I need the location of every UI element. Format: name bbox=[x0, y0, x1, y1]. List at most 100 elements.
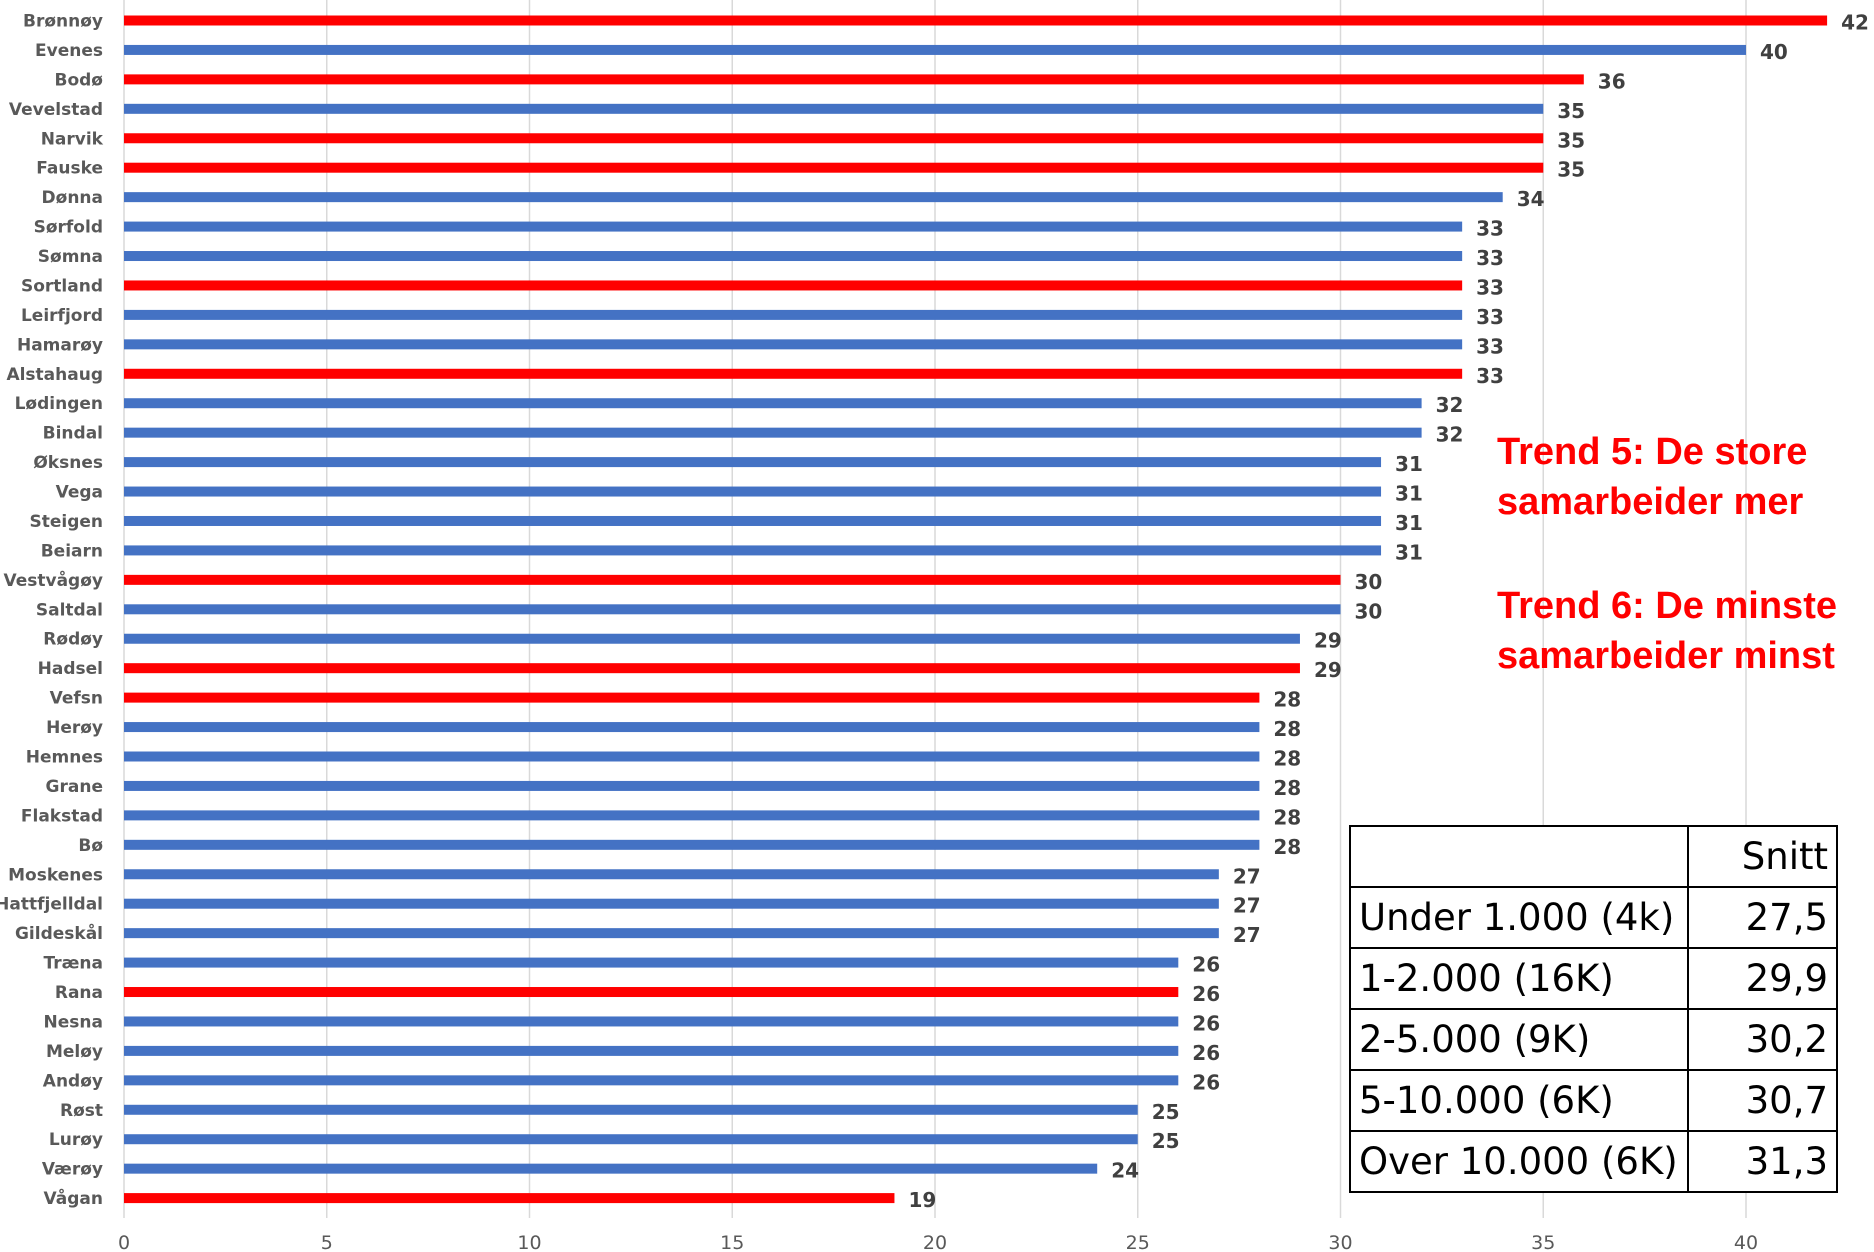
data-label: 32 bbox=[1436, 423, 1464, 447]
data-label: 31 bbox=[1395, 540, 1423, 564]
category-label: Vefsn bbox=[50, 689, 103, 709]
category-label: Moskenes bbox=[8, 865, 103, 885]
bar bbox=[124, 221, 1463, 232]
bar bbox=[124, 839, 1260, 850]
data-label: 25 bbox=[1152, 1129, 1180, 1153]
category-label: Sørfold bbox=[34, 218, 103, 238]
table-header-row: Snitt bbox=[1349, 825, 1838, 888]
x-tick-label: 5 bbox=[321, 1232, 333, 1252]
category-label: Herøy bbox=[46, 718, 103, 738]
bar bbox=[124, 722, 1260, 733]
data-label: 28 bbox=[1273, 776, 1301, 800]
category-label: Beiarn bbox=[41, 541, 103, 561]
x-tick-label: 35 bbox=[1531, 1232, 1555, 1252]
bar bbox=[124, 398, 1422, 409]
data-label: 31 bbox=[1395, 511, 1423, 535]
bars bbox=[124, 15, 1828, 1204]
table-cell-group: Under 1.000 (4k) bbox=[1349, 886, 1689, 949]
data-label: 29 bbox=[1314, 629, 1342, 653]
bar bbox=[124, 1075, 1179, 1086]
bar bbox=[124, 545, 1382, 556]
category-label: Meløy bbox=[46, 1042, 103, 1062]
x-tick-label: 10 bbox=[517, 1232, 541, 1252]
bar bbox=[124, 44, 1746, 55]
category-label: Hamarøy bbox=[17, 335, 103, 355]
bar bbox=[124, 280, 1463, 291]
bar bbox=[124, 957, 1179, 968]
table-cell-average: 27,5 bbox=[1687, 886, 1838, 949]
data-label: 27 bbox=[1233, 864, 1261, 888]
trend-5-line-1: Trend 5: De store bbox=[1497, 431, 1808, 473]
bar bbox=[124, 663, 1300, 674]
trend-5-annotation: Trend 5: De store samarbeider mer bbox=[1497, 427, 1807, 527]
x-tick-label: 0 bbox=[118, 1232, 130, 1252]
data-label: 26 bbox=[1192, 953, 1220, 977]
bar bbox=[124, 751, 1260, 762]
table-row: Under 1.000 (4k) 27,5 bbox=[1349, 886, 1838, 949]
category-label: Bindal bbox=[43, 424, 103, 444]
data-label: 26 bbox=[1192, 982, 1220, 1006]
table-cell-group: 1-2.000 (16K) bbox=[1349, 947, 1689, 1010]
bar bbox=[124, 1134, 1138, 1145]
data-label: 31 bbox=[1395, 482, 1423, 506]
x-axis-tick-labels: 0 5 10 15 20 25 30 35 40 bbox=[118, 1232, 1758, 1252]
data-label: 19 bbox=[908, 1188, 936, 1212]
data-label: 35 bbox=[1557, 99, 1585, 123]
category-label: Dønna bbox=[42, 188, 103, 208]
data-label: 33 bbox=[1476, 334, 1504, 358]
trend-6-line-2: samarbeider minst bbox=[1497, 635, 1835, 677]
bar bbox=[124, 457, 1382, 468]
bar bbox=[124, 1104, 1138, 1115]
data-label: 36 bbox=[1598, 69, 1626, 93]
data-label: 24 bbox=[1111, 1159, 1139, 1183]
category-label: Saltdal bbox=[36, 600, 103, 620]
trend-6-annotation: Trend 6: De minste samarbeider minst bbox=[1497, 581, 1837, 681]
table-cell-average: 30,7 bbox=[1687, 1069, 1838, 1132]
data-label: 33 bbox=[1476, 275, 1504, 299]
category-label: Lurøy bbox=[49, 1130, 103, 1150]
data-label: 29 bbox=[1314, 658, 1342, 682]
bar bbox=[124, 869, 1219, 880]
bar bbox=[124, 133, 1544, 144]
average-table: Snitt Under 1.000 (4k) 27,5 1-2.000 (16K… bbox=[1349, 825, 1838, 1193]
table-row: 2-5.000 (9K) 30,2 bbox=[1349, 1008, 1838, 1071]
category-label: Gildeskål bbox=[15, 922, 103, 944]
category-label: Andøy bbox=[43, 1071, 103, 1091]
bar bbox=[124, 633, 1300, 644]
category-label: Grane bbox=[46, 777, 103, 797]
category-labels: Brønnøy Evenes Bodø Vevelstad Narvik Fauske Dø… bbox=[0, 12, 104, 1210]
category-label: Vestvågøy bbox=[4, 569, 104, 591]
data-label: 33 bbox=[1476, 246, 1504, 270]
table-row: 5-10.000 (6K) 30,7 bbox=[1349, 1069, 1838, 1132]
category-label: Rana bbox=[55, 983, 103, 1003]
category-label: Hattfjelldal bbox=[0, 895, 103, 915]
bar bbox=[124, 515, 1382, 526]
data-label: 26 bbox=[1192, 1070, 1220, 1094]
category-label: Leirfjord bbox=[21, 306, 103, 326]
x-tick-label: 20 bbox=[923, 1232, 947, 1252]
category-label: Øksnes bbox=[33, 453, 103, 473]
bar bbox=[124, 987, 1179, 998]
bar bbox=[124, 898, 1219, 909]
category-label: Træna bbox=[44, 954, 104, 974]
bar bbox=[124, 486, 1382, 497]
category-label: Alstahaug bbox=[6, 365, 103, 385]
category-label: Narvik bbox=[41, 129, 104, 149]
category-label: Brønnøy bbox=[23, 12, 103, 32]
data-label: 30 bbox=[1355, 570, 1383, 594]
bar bbox=[124, 604, 1341, 615]
bar bbox=[124, 780, 1260, 791]
data-label: 28 bbox=[1273, 717, 1301, 741]
table-cell-average: 30,2 bbox=[1687, 1008, 1838, 1071]
category-label: Bodø bbox=[55, 70, 104, 90]
bar bbox=[124, 1016, 1179, 1027]
bar bbox=[124, 251, 1463, 262]
data-label: 28 bbox=[1273, 805, 1301, 829]
category-label: Bø bbox=[78, 836, 103, 856]
table-cell-group: Over 10.000 (6K) bbox=[1349, 1130, 1689, 1193]
data-label: 35 bbox=[1557, 128, 1585, 152]
data-label: 35 bbox=[1557, 158, 1585, 182]
bar bbox=[124, 15, 1828, 26]
x-tick-label: 30 bbox=[1328, 1232, 1352, 1252]
bar bbox=[124, 192, 1503, 203]
